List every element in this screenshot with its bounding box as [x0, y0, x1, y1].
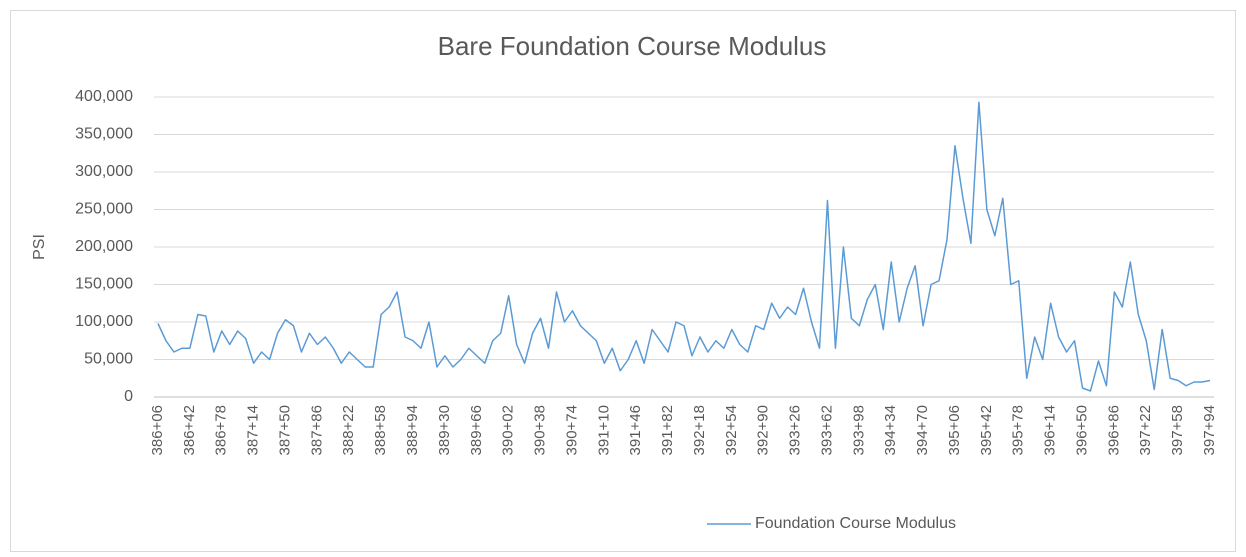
x-tick-label: 389+30 [436, 405, 453, 455]
x-tick-label: 397+58 [1169, 405, 1186, 455]
y-tick-label: 150,000 [75, 276, 133, 293]
x-tick-label: 388+58 [372, 405, 389, 455]
x-tick-label: 387+86 [308, 405, 325, 455]
x-tick-label: 389+66 [468, 405, 485, 455]
x-tick-label: 392+18 [691, 405, 708, 455]
x-tick-label: 391+10 [595, 405, 612, 455]
x-tick-label: 386+42 [181, 405, 198, 455]
x-tick-label: 396+50 [1073, 405, 1090, 455]
x-tick-label: 391+46 [627, 405, 644, 455]
x-tick-label: 390+74 [563, 405, 580, 455]
x-tick-label: 396+14 [1042, 405, 1059, 455]
x-tick-label: 390+02 [500, 405, 517, 455]
y-tick-label: 0 [124, 388, 133, 405]
y-tick-label: 50,000 [84, 351, 133, 368]
x-tick-label: 390+38 [532, 405, 549, 455]
x-tick-label: 392+54 [723, 405, 740, 455]
y-tick-label: 300,000 [75, 163, 133, 180]
y-tick-label: 100,000 [75, 313, 133, 330]
x-tick-label: 388+22 [340, 405, 357, 455]
x-tick-label: 393+62 [818, 405, 835, 455]
data-line [157, 101, 1211, 392]
x-tick-label: 391+82 [659, 405, 676, 455]
x-tick-label: 388+94 [404, 405, 421, 455]
x-tick-label: 394+70 [914, 405, 931, 455]
x-tick-label: 387+50 [276, 405, 293, 455]
x-tick-label: 392+90 [755, 405, 772, 455]
x-tick-label: 397+94 [1201, 405, 1218, 455]
y-axis-label: PSI [31, 234, 48, 260]
x-tick-label: 386+78 [213, 405, 230, 455]
x-tick-label: 397+22 [1137, 405, 1154, 455]
chart-frame [10, 10, 1236, 552]
x-tick-label: 393+98 [850, 405, 867, 455]
x-tick-label: 386+06 [149, 405, 166, 455]
chart-title: Bare Foundation Course Modulus [438, 31, 827, 61]
legend-label: Foundation Course Modulus [755, 515, 956, 532]
y-tick-label: 350,000 [75, 126, 133, 143]
x-tick-label: 393+26 [787, 405, 804, 455]
x-tick-label: 395+42 [978, 405, 995, 455]
x-tick-label: 395+78 [1010, 405, 1027, 455]
y-tick-label: 250,000 [75, 201, 133, 218]
x-tick-label: 394+34 [882, 405, 899, 455]
x-tick-label: 396+86 [1105, 405, 1122, 455]
y-tick-label: 400,000 [75, 88, 133, 105]
x-tick-label: 395+06 [946, 405, 963, 455]
x-tick-label: 387+14 [245, 405, 262, 455]
y-tick-label: 200,000 [75, 238, 133, 255]
